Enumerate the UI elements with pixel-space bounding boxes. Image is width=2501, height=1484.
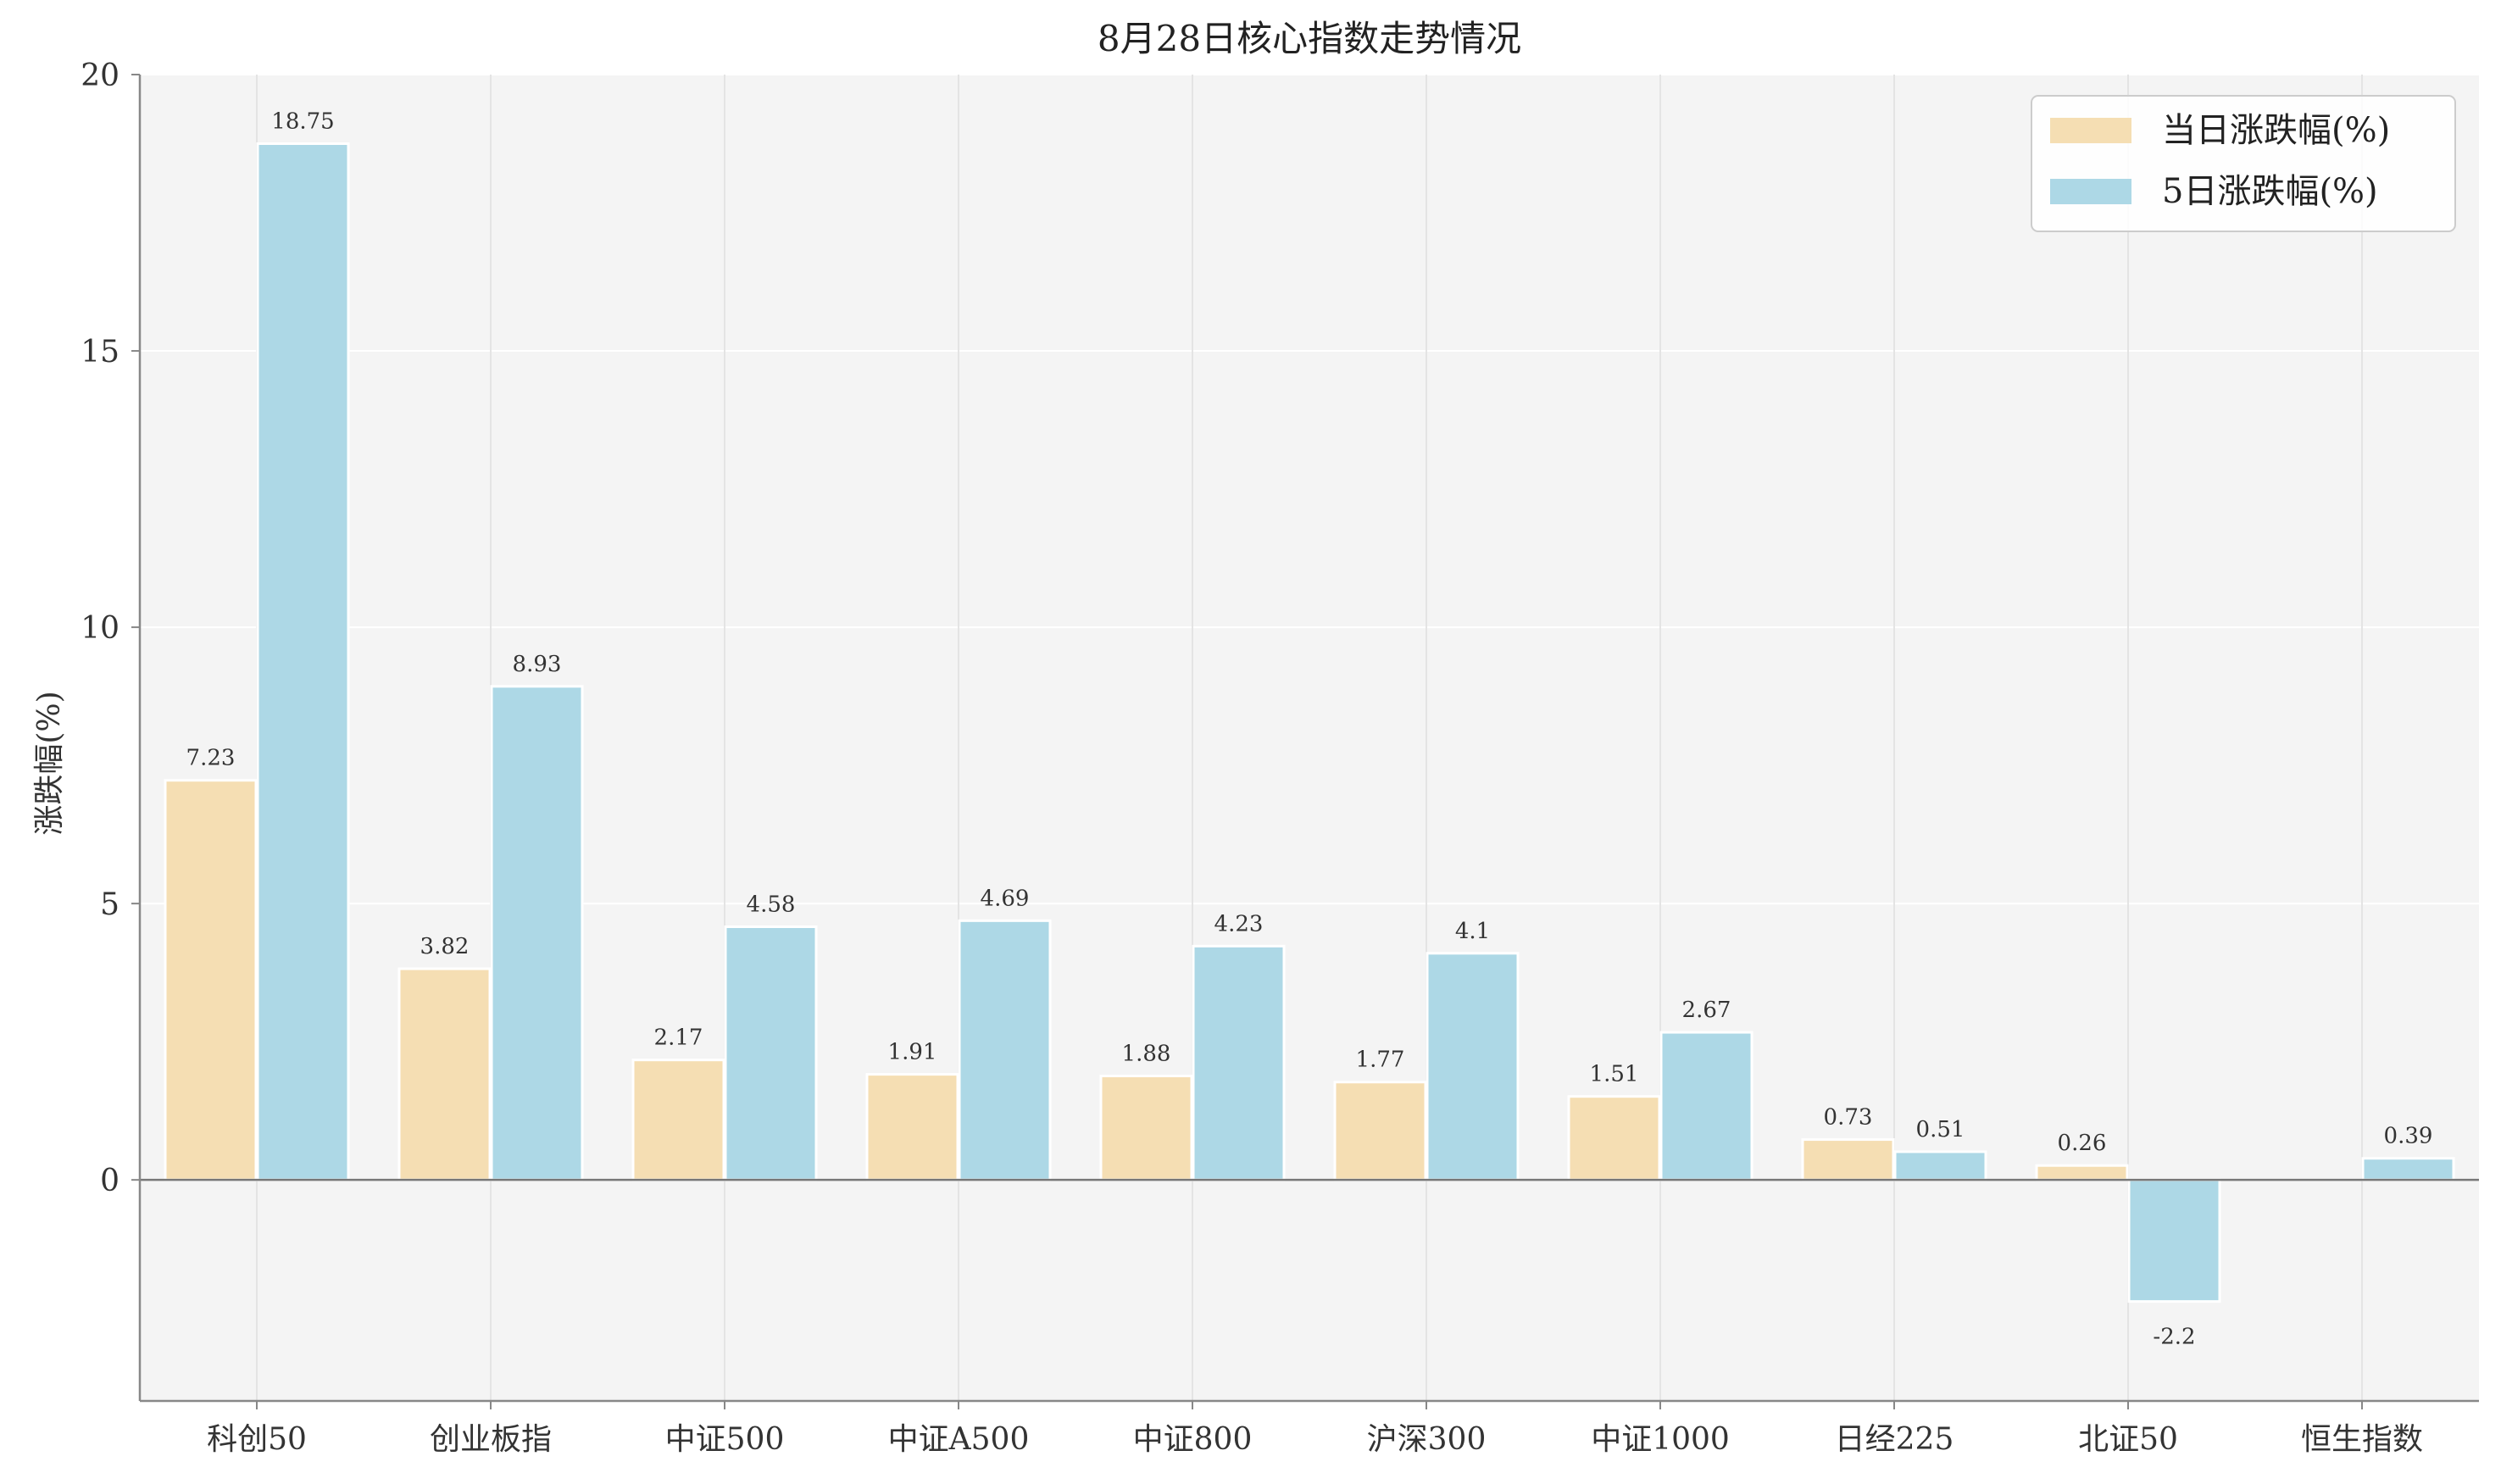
data-label-series2-9: 0.39 [2384,1124,2433,1149]
data-label-series1-1: 3.82 [420,934,470,959]
y-ticks: 0 5 10 15 20 [81,58,140,1198]
bar-series1-1 [397,967,492,1181]
data-label-series2-8: -2.2 [2153,1325,2195,1350]
y-tick-label: 10 [81,611,119,646]
legend-box [2031,95,2456,232]
data-label-series2-5: 4.1 [1455,919,1490,944]
data-labels: 7.23 3.82 2.17 1.91 1.88 1.77 1.51 0.73 0.26 18.7… [186,109,2433,1350]
data-label-series2-7: 0.51 [1916,1117,1965,1142]
data-label-series2-4: 4.23 [1214,911,1264,937]
data-label-series1-4: 1.88 [1122,1042,1171,1067]
x-tick-label: 恒生指数 [2301,1422,2423,1457]
data-label-series1-6: 1.51 [1590,1062,1639,1087]
data-label-series2-1: 8.93 [513,652,562,677]
data-label-series1-0: 7.23 [186,746,236,771]
bar-series1-4 [1099,1075,1193,1181]
data-label-series1-5: 1.77 [1356,1048,1405,1073]
legend-swatch-1 [2050,118,2131,143]
bar-series2-7 [1893,1150,1987,1181]
legend: 当日涨跌幅(%) 5日涨跌幅(%) [2031,95,2456,232]
x-ticks: 科创50 创业板指 中证500 中证A500 中证800 沪深300 中证1000 日经225… [207,1401,2423,1457]
x-tick-label: 中证1000 [1591,1422,1730,1457]
x-tick-label: 中证500 [665,1422,785,1457]
bar-series2-3 [958,919,1052,1181]
bar-series2-5 [1426,952,1520,1181]
y-tick-label: 5 [100,887,119,922]
y-tick-label: 15 [81,335,119,370]
y-axis-label: 涨跌幅(%) [32,691,67,835]
bar-series1-7 [1801,1138,1895,1181]
legend-label-2: 5日涨跌幅(%) [2162,172,2378,211]
legend-swatch-2 [2050,179,2131,204]
bar-series1-8 [2035,1164,2129,1181]
bar-series2-4 [1192,944,1286,1181]
data-label-series2-0: 18.75 [271,109,334,135]
legend-label-1: 当日涨跌幅(%) [2162,111,2390,150]
bar-series2-9 [2361,1157,2455,1181]
data-label-series1-8: 0.26 [2058,1131,2107,1156]
data-label-series1-3: 1.91 [888,1040,937,1065]
x-tick-label: 创业板指 [430,1422,552,1457]
bar-series2-0 [256,142,350,1181]
chart-title: 8月28日核心指数走势情况 [1098,18,1521,59]
bar-series1-2 [631,1059,725,1181]
x-tick-label: 日经225 [1835,1422,1954,1457]
y-tick-label: 20 [81,58,119,93]
data-label-series2-3: 4.69 [981,886,1030,911]
x-tick-label: 中证800 [1133,1422,1253,1457]
data-label-series1-7: 0.73 [1824,1105,1873,1131]
x-tick-label: 中证A500 [888,1422,1030,1457]
bar-series2-6 [1659,1031,1753,1181]
bar-series2-1 [490,685,584,1181]
data-label-series2-6: 2.67 [1682,998,1731,1023]
y-tick-label: 0 [100,1164,119,1198]
x-tick-label: 科创50 [207,1422,307,1457]
bar-series1-6 [1567,1095,1661,1181]
bar-series1-0 [164,779,258,1181]
data-label-series2-2: 4.58 [747,892,796,918]
data-label-series1-2: 2.17 [654,1025,703,1051]
bar-series2-2 [724,925,818,1181]
x-tick-label: 北证50 [2078,1422,2178,1457]
bars [164,142,2455,1303]
bar-series2-8 [2127,1178,2221,1303]
x-tick-label: 沪深300 [1367,1422,1487,1457]
bar-series1-3 [865,1073,959,1181]
bar-series1-5 [1333,1081,1427,1181]
